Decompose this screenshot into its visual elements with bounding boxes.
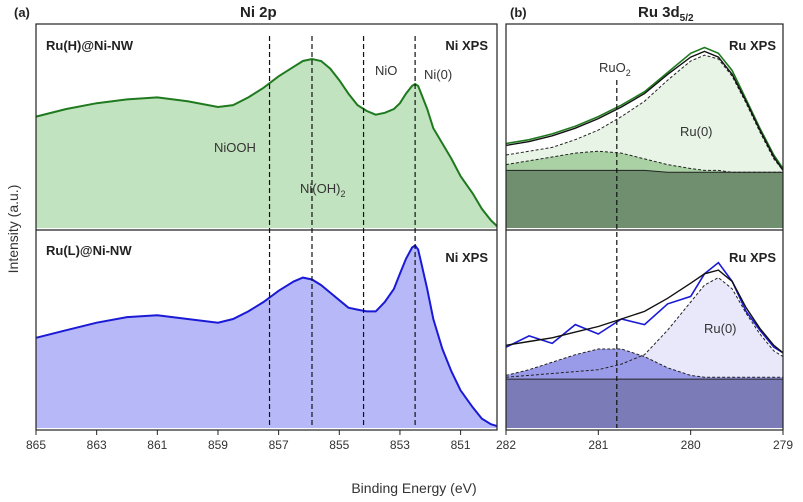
x-tick-label-a-4: 857 [269,438,289,452]
panel-a-bottom-subplot [35,244,498,428]
panel-a-top-subplot [35,57,498,228]
ru0-component-line-ru-h [505,54,784,171]
background-area-ru-l [506,379,783,428]
ru0-component-line-ru-l [505,277,784,378]
ruo2-component-area-ru-l [506,349,783,380]
ru3d-data-line-ru-h [505,46,784,169]
background-area-ru-h [506,170,783,228]
panel-a-frame [35,23,498,431]
x-tick-label-b-1: 281 [588,438,608,452]
ref-label-niooh: NiOOH [214,140,256,155]
panel-a [35,57,498,428]
ru3d-fit-line-ru-h [505,50,784,171]
panel-a-label: (a) [14,5,30,20]
x-tick-label-a-1: 863 [87,438,107,452]
x-tick-label-a-6: 853 [390,438,410,452]
sample-label-bottom: Ru(L)@Ni-NW [46,243,132,258]
panel-b [505,46,784,428]
x-tick-label-a-7: 851 [451,438,471,452]
x-tick-label-b-2: 280 [681,438,701,452]
axes-layer: 865 863 861 859 857 855 853 851 282 281 280 279 [26,23,793,452]
tag-a-top: Ni XPS [445,38,488,53]
x-tick-label-b-0: 282 [496,438,516,452]
x-tick-label-a-2: 861 [147,438,167,452]
component-label-ru0-bottom: Ru(0) [704,321,737,336]
ref-label-ni0: Ni(0) [424,67,452,82]
ni2p-area-ru-h [36,59,497,228]
x-tick-label-a-0: 865 [26,438,46,452]
ru0-component-area-ru-l [506,277,783,380]
ni2p-line-ru-l [35,244,498,428]
tag-b-top: Ru XPS [729,38,776,53]
tag-a-bottom: Ni XPS [445,250,488,265]
panel-a-title: Ni 2p [240,4,277,21]
ru0-component-area-ru-h [506,55,783,173]
y-axis-label: Intensity (a.u.) [5,185,21,274]
x-tick-label-a-5: 855 [329,438,349,452]
panel-b-frame [505,23,784,431]
tag-b-bottom: Ru XPS [729,250,776,265]
x-tick-label-a-3: 859 [208,438,228,452]
background-line-ru-h [506,169,783,173]
ref-label-nioh2: Ni(OH)2 [300,181,345,199]
ref-label-nio: NiO [375,63,397,78]
panel-b-label: (b) [510,5,527,20]
sample-label-top: Ru(H)@Ni-NW [46,38,134,53]
ru3d-data-line-ru-l [505,261,784,354]
ru3d-fit-line-ru-l [505,269,784,354]
ruo2-component-line-ru-l [505,348,783,378]
x-tick-label-b-3: 279 [773,438,793,452]
ni2p-line-ru-h [35,57,498,227]
ruo2-component-area-ru-h [506,151,783,173]
panel-b-bottom-subplot [505,261,784,428]
ni2p-area-ru-l [36,245,497,428]
component-label-ru0-top: Ru(0) [680,124,713,139]
x-axis-label: Binding Energy (eV) [351,480,476,496]
panel-b-title: Ru 3d5/2 [638,4,694,24]
ref-label-ruo2: RuO2 [599,60,631,78]
panel-b-top-subplot [505,46,784,228]
